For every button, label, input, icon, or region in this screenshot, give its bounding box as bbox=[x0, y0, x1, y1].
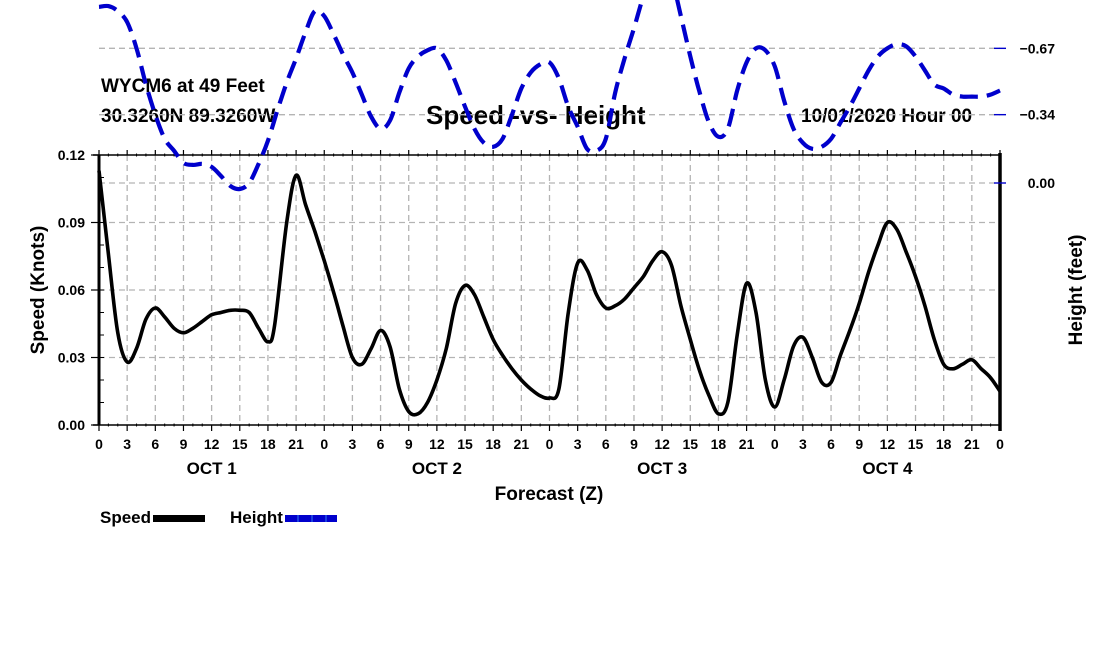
x-tick-label: 0 bbox=[996, 436, 1004, 452]
x-tick-label: 9 bbox=[405, 436, 413, 452]
x-tick-label: 12 bbox=[654, 436, 670, 452]
x-tick-label: 3 bbox=[799, 436, 807, 452]
x-tick-label: 12 bbox=[880, 436, 896, 452]
x-tick-label: 15 bbox=[908, 436, 924, 452]
coordinates-label: 30.3260N 89.3260W bbox=[101, 106, 276, 127]
x-tick-label: 18 bbox=[485, 436, 501, 452]
y-tick-label: 0.03 bbox=[58, 350, 85, 366]
x-tick-label: 9 bbox=[630, 436, 638, 452]
y-tick-label: 0.06 bbox=[58, 282, 85, 298]
speed-series-line bbox=[97, 170, 1002, 417]
x-tick-label: 18 bbox=[711, 436, 727, 452]
y2-tick-label: −0.67 bbox=[1020, 40, 1056, 56]
x-tick-label: 21 bbox=[964, 436, 980, 452]
x-tick-label: 15 bbox=[457, 436, 473, 452]
axes bbox=[91, 47, 1006, 431]
x-tick-label: 0 bbox=[95, 436, 103, 452]
x-tick-label: 3 bbox=[123, 436, 131, 452]
x-tick-label: 21 bbox=[739, 436, 755, 452]
x-tick-label: 12 bbox=[204, 436, 220, 452]
x-tick-label: 15 bbox=[232, 436, 248, 452]
legend-speed-swatch bbox=[153, 514, 206, 522]
x-tick-label: 18 bbox=[260, 436, 276, 452]
x-tick-label: 6 bbox=[602, 436, 610, 452]
x-axis-label: Forecast (Z) bbox=[495, 484, 604, 505]
x-tick-label: 18 bbox=[936, 436, 952, 452]
day-label: OCT 4 bbox=[862, 459, 913, 478]
x-tick-label: 21 bbox=[288, 436, 304, 452]
x-tick-label: 6 bbox=[151, 436, 159, 452]
legend-height-label: Height bbox=[230, 508, 283, 527]
day-label: OCT 2 bbox=[412, 459, 462, 478]
y-tick-label: 0.12 bbox=[58, 147, 85, 163]
station-label: WYCM6 at 49 Feet bbox=[101, 76, 265, 97]
y2-axis-label: Height (feet) bbox=[1066, 235, 1087, 346]
tick-labels: 0 3 6 9 12 15 18 21 0 3 6 9 12 15 18 21 0 3 6 9 12 15 18 21 0 3 6 9… bbox=[58, 40, 1056, 478]
legend-speed: Speed bbox=[100, 508, 206, 528]
x-tick-label: 12 bbox=[429, 436, 445, 452]
legend-height: Height bbox=[230, 508, 337, 528]
y-axis-label: Speed (Knots) bbox=[28, 226, 49, 355]
x-tick-label: 0 bbox=[320, 436, 328, 452]
x-tick-label: 21 bbox=[514, 436, 530, 452]
day-label: OCT 3 bbox=[637, 459, 687, 478]
y-tick-label: 0.00 bbox=[58, 417, 85, 433]
height-series-line bbox=[98, 0, 1001, 192]
x-tick-label: 3 bbox=[349, 436, 357, 452]
x-tick-label: 6 bbox=[377, 436, 385, 452]
x-tick-label: 0 bbox=[546, 436, 554, 452]
x-tick-label: 0 bbox=[771, 436, 779, 452]
series-lines bbox=[97, 0, 1002, 417]
day-label: OCT 1 bbox=[187, 459, 237, 478]
x-tick-label: 15 bbox=[682, 436, 698, 452]
x-tick-label: 6 bbox=[827, 436, 835, 452]
y2-tick-label: 0.00 bbox=[1028, 175, 1055, 191]
y-tick-label: 0.09 bbox=[58, 215, 85, 231]
x-tick-label: 9 bbox=[180, 436, 188, 452]
run-time-label: 10/01/2020 Hour 00 bbox=[801, 106, 973, 127]
x-tick-label: 9 bbox=[855, 436, 863, 452]
x-tick-label: 3 bbox=[574, 436, 582, 452]
y2-tick-label: −0.34 bbox=[1020, 107, 1056, 123]
legend-height-swatch bbox=[284, 514, 337, 522]
legend-speed-label: Speed bbox=[100, 508, 152, 527]
